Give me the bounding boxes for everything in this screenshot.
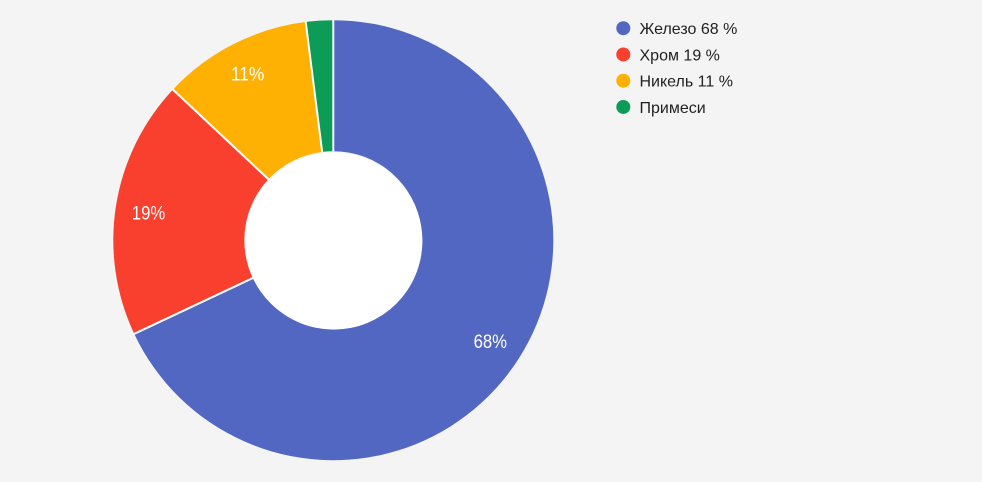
svg-text:Хром 19 %: Хром 19 %: [640, 47, 720, 64]
svg-text:19%: 19%: [132, 203, 165, 224]
svg-text:Примеси: Примеси: [640, 100, 706, 117]
svg-text:Железо 68 %: Железо 68 %: [640, 21, 738, 38]
svg-text:11%: 11%: [231, 64, 264, 85]
svg-text:Никель 11 %: Никель 11 %: [640, 74, 733, 91]
svg-text:68%: 68%: [474, 332, 507, 353]
